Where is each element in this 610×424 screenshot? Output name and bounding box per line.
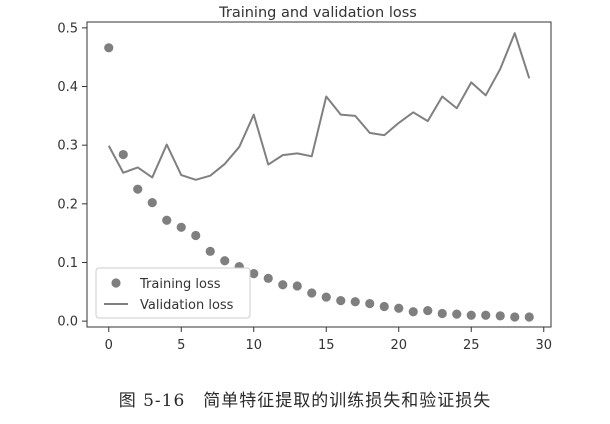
training-loss-point bbox=[510, 312, 520, 322]
legend-training-label: Training loss bbox=[139, 277, 221, 292]
training-loss-point bbox=[408, 307, 418, 317]
training-loss-point bbox=[191, 230, 201, 241]
training-loss-point bbox=[452, 309, 462, 319]
y-tick-label: 0.5 bbox=[57, 21, 78, 36]
x-tick-label: 20 bbox=[390, 338, 407, 353]
training-loss-point bbox=[118, 149, 128, 160]
training-loss-point bbox=[147, 198, 157, 208]
training-loss-point bbox=[220, 256, 230, 266]
training-loss-point bbox=[249, 269, 259, 279]
x-tick-label: 30 bbox=[535, 338, 552, 353]
y-tick-label: 0.1 bbox=[57, 256, 78, 271]
training-loss-point bbox=[350, 297, 360, 307]
training-loss-point bbox=[278, 280, 288, 290]
training-loss-point bbox=[321, 292, 331, 302]
x-tick-label: 15 bbox=[318, 338, 335, 353]
training-loss-point bbox=[394, 303, 404, 313]
training-loss-point bbox=[292, 281, 302, 291]
training-loss-point bbox=[423, 305, 433, 316]
x-tick-label: 25 bbox=[463, 338, 480, 353]
training-loss-point bbox=[307, 288, 317, 298]
legend-validation-label: Validation loss bbox=[140, 298, 234, 313]
x-tick-label: 0 bbox=[105, 338, 113, 353]
training-loss-point bbox=[176, 222, 186, 232]
training-loss-point bbox=[365, 298, 375, 309]
chart-title: Training and validation loss bbox=[218, 5, 417, 21]
legend-box bbox=[95, 267, 251, 319]
plot-frame bbox=[86, 21, 552, 328]
training-loss-point bbox=[466, 310, 476, 320]
training-loss-point bbox=[336, 296, 346, 306]
training-loss-point bbox=[133, 184, 143, 194]
training-loss-point bbox=[437, 308, 447, 319]
legend-training-marker bbox=[111, 278, 121, 288]
training-loss-point bbox=[263, 273, 273, 283]
axis-ticks: 0 5 10 15 20 25 30 0.0 0.1 0.2 0.3 0.4 0.5 bbox=[57, 21, 552, 353]
x-tick-label: 10 bbox=[245, 338, 262, 353]
training-loss-point bbox=[524, 312, 534, 322]
figure-caption: 图 5-16 简单特征提取的训练损失和验证损失 bbox=[118, 391, 492, 411]
y-tick-label: 0.3 bbox=[57, 139, 78, 154]
validation-loss-line bbox=[107, 32, 531, 181]
x-tick-label: 5 bbox=[177, 338, 185, 353]
training-loss-point bbox=[379, 301, 389, 312]
training-loss-point bbox=[481, 310, 491, 320]
training-loss-point bbox=[205, 246, 215, 256]
legend: Training loss Validation loss bbox=[95, 267, 251, 319]
training-loss-point bbox=[104, 43, 114, 53]
training-loss-point bbox=[495, 311, 505, 321]
y-tick-label: 0.2 bbox=[57, 197, 78, 212]
y-tick-label: 0.0 bbox=[57, 315, 78, 330]
training-loss-point bbox=[162, 215, 172, 225]
y-tick-label: 0.4 bbox=[57, 80, 78, 95]
